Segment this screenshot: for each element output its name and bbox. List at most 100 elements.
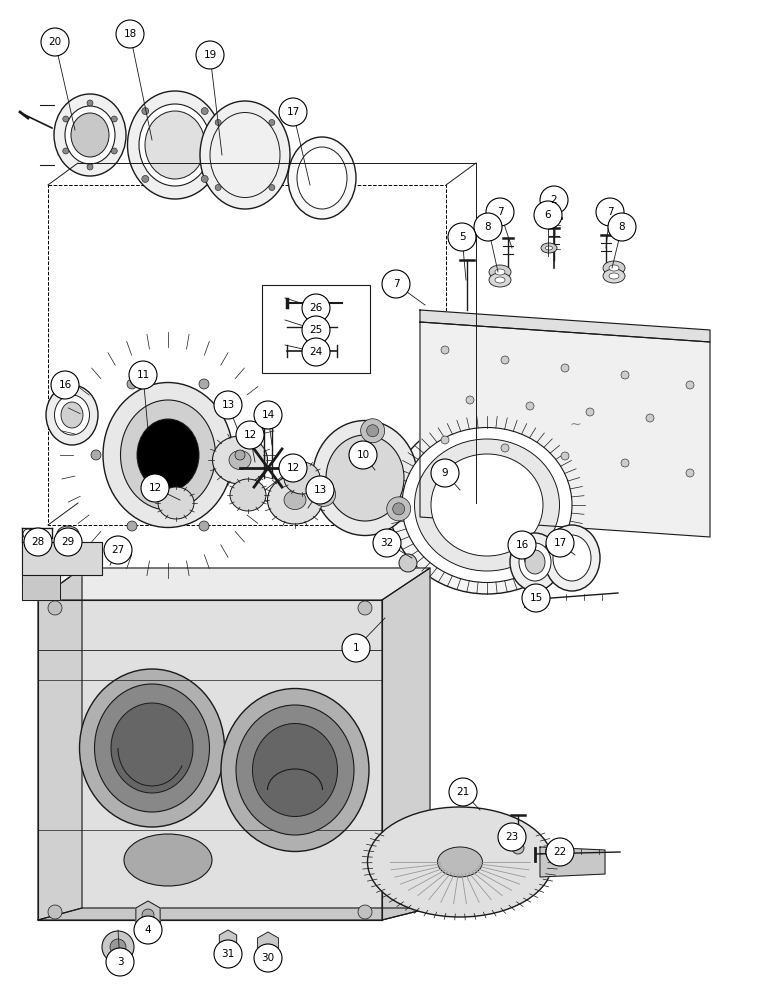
Circle shape: [142, 909, 154, 921]
Text: 12: 12: [286, 463, 299, 473]
Polygon shape: [136, 901, 160, 929]
Ellipse shape: [603, 261, 625, 275]
Circle shape: [596, 198, 624, 226]
Circle shape: [196, 41, 224, 69]
Text: 32: 32: [380, 538, 393, 548]
Polygon shape: [219, 930, 237, 950]
Text: 21: 21: [456, 787, 470, 797]
Circle shape: [302, 316, 330, 344]
Circle shape: [142, 175, 149, 182]
Circle shape: [269, 185, 275, 191]
Ellipse shape: [495, 269, 505, 275]
Ellipse shape: [46, 385, 98, 445]
Text: 23: 23: [505, 832, 519, 842]
Ellipse shape: [65, 106, 115, 164]
Circle shape: [608, 213, 636, 241]
Circle shape: [63, 148, 69, 154]
Circle shape: [512, 842, 524, 854]
Circle shape: [199, 521, 209, 531]
Text: 4: 4: [144, 925, 151, 935]
Ellipse shape: [284, 490, 306, 510]
Circle shape: [116, 20, 144, 48]
Ellipse shape: [390, 416, 584, 594]
Text: 10: 10: [357, 450, 370, 460]
Text: 30: 30: [261, 953, 274, 963]
Circle shape: [312, 482, 335, 506]
Circle shape: [361, 419, 384, 443]
Ellipse shape: [79, 669, 225, 827]
Bar: [48, 185, 446, 525]
Ellipse shape: [95, 684, 209, 812]
Circle shape: [358, 601, 372, 615]
Ellipse shape: [54, 395, 89, 435]
Ellipse shape: [63, 530, 73, 538]
Ellipse shape: [326, 435, 404, 521]
Circle shape: [621, 371, 629, 379]
Ellipse shape: [111, 703, 193, 793]
Polygon shape: [22, 575, 60, 600]
Circle shape: [586, 408, 594, 416]
Circle shape: [127, 379, 137, 389]
Ellipse shape: [545, 246, 552, 250]
Circle shape: [41, 28, 69, 56]
Ellipse shape: [489, 273, 511, 287]
Text: 12: 12: [244, 430, 257, 440]
Circle shape: [646, 414, 654, 422]
Circle shape: [102, 931, 134, 963]
Circle shape: [23, 529, 33, 539]
Circle shape: [215, 119, 221, 125]
Ellipse shape: [525, 550, 545, 574]
Text: 25: 25: [309, 325, 322, 335]
Circle shape: [508, 531, 536, 559]
Ellipse shape: [431, 454, 543, 556]
Circle shape: [236, 421, 264, 449]
Text: 7: 7: [497, 207, 503, 217]
Text: 2: 2: [551, 195, 557, 205]
Text: 12: 12: [148, 483, 162, 493]
Circle shape: [448, 223, 476, 251]
Text: 8: 8: [484, 222, 491, 232]
Circle shape: [215, 185, 221, 191]
Ellipse shape: [252, 724, 338, 816]
Text: 9: 9: [442, 468, 448, 478]
Circle shape: [466, 396, 474, 404]
Ellipse shape: [312, 319, 322, 335]
Circle shape: [87, 164, 93, 170]
Ellipse shape: [438, 847, 483, 877]
Text: 27: 27: [112, 545, 125, 555]
Circle shape: [279, 454, 307, 482]
Circle shape: [302, 294, 330, 322]
Ellipse shape: [297, 147, 347, 209]
Circle shape: [24, 528, 52, 556]
Circle shape: [254, 401, 282, 429]
Circle shape: [486, 198, 514, 226]
Polygon shape: [38, 568, 82, 920]
Text: ~: ~: [569, 418, 581, 432]
Polygon shape: [257, 932, 278, 956]
Text: 29: 29: [61, 537, 75, 547]
Ellipse shape: [128, 91, 222, 199]
Polygon shape: [38, 568, 430, 600]
Circle shape: [201, 175, 209, 182]
Ellipse shape: [510, 533, 560, 591]
Ellipse shape: [200, 101, 290, 209]
Ellipse shape: [137, 419, 199, 491]
Text: 7: 7: [393, 279, 400, 289]
Circle shape: [269, 119, 275, 125]
Circle shape: [51, 371, 79, 399]
Ellipse shape: [544, 525, 600, 591]
Polygon shape: [540, 847, 605, 877]
Circle shape: [399, 554, 417, 572]
Circle shape: [302, 338, 330, 366]
Circle shape: [235, 450, 245, 460]
Ellipse shape: [230, 479, 266, 511]
Text: 28: 28: [31, 537, 44, 547]
Circle shape: [546, 838, 574, 866]
Circle shape: [201, 108, 209, 115]
Circle shape: [367, 425, 379, 437]
Text: 20: 20: [48, 37, 62, 47]
Polygon shape: [382, 568, 430, 920]
Ellipse shape: [103, 382, 233, 528]
Circle shape: [104, 536, 132, 564]
Ellipse shape: [367, 807, 552, 917]
